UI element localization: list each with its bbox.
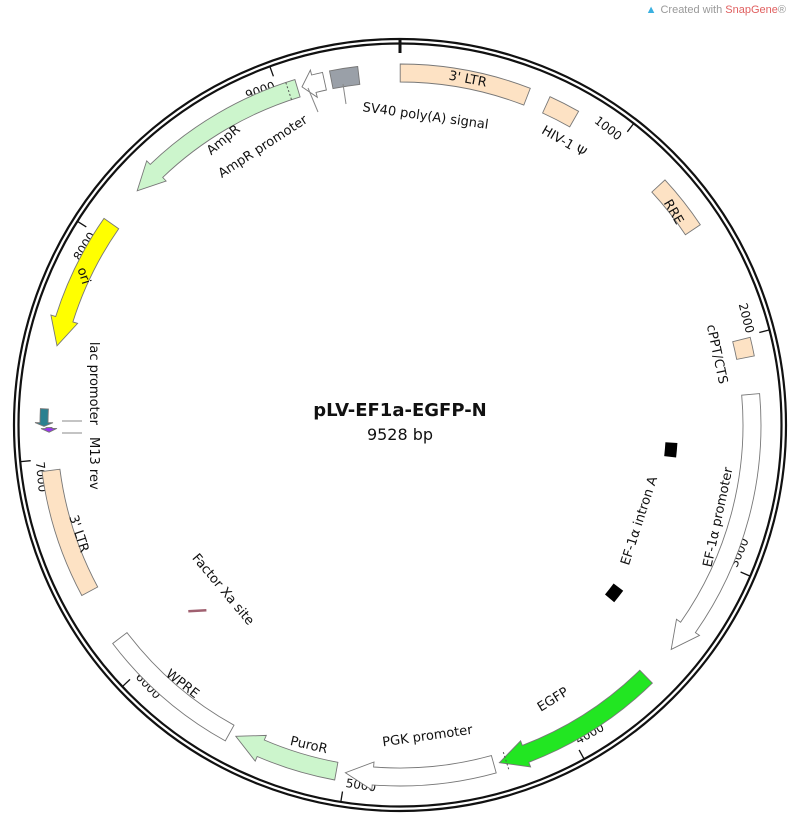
feature-egfp[interactable] (498, 669, 654, 768)
label-ori: ori (74, 266, 93, 287)
watermark-prefix: Created with (660, 4, 726, 16)
tick-mark (269, 66, 275, 77)
feature-factor-xa-site[interactable] (188, 609, 207, 613)
tick-label: 1000 (592, 113, 625, 143)
tick-mark (740, 571, 751, 577)
feature-cppt-cts[interactable] (732, 336, 755, 360)
tick-mark (340, 791, 344, 802)
tick-mark (626, 123, 634, 133)
feature-ori[interactable] (50, 217, 120, 347)
plasmid-size: 9528 bp (367, 425, 433, 444)
egfp-dotted-boundary (502, 751, 510, 770)
feature-m13-rev[interactable] (40, 427, 58, 433)
label-factor-xa-site: Factor Xa site (189, 551, 257, 628)
label-sv40-polya: SV40 poly(A) signal (362, 100, 490, 133)
feature-ampr-promoter[interactable] (301, 68, 327, 99)
backbone-outer-ring (12, 37, 788, 813)
feature-wpre[interactable] (112, 631, 235, 742)
sv40-leader-line (342, 83, 347, 105)
watermark-brand: SnapGene (725, 4, 778, 16)
label-pgk-promoter: PGK promoter (381, 723, 474, 751)
label-3-ltr-top: 3' LTR (447, 69, 488, 91)
snapgene-watermark: ▲ Created with SnapGene® (646, 4, 786, 16)
tick-mark (122, 678, 131, 687)
feature-ampr[interactable] (136, 79, 301, 192)
label-lac-promoter: lac promoter (86, 342, 101, 426)
ampr-promoter-leader-line (307, 87, 319, 113)
snapgene-logo-icon: ▲ (645, 4, 657, 16)
feature-hiv-1[interactable] (542, 96, 580, 128)
feature-rre[interactable] (651, 179, 701, 236)
ampr-dotted-boundary (285, 82, 292, 100)
feature-3-ltr[interactable] (399, 63, 531, 106)
feature-ef-1-promoter[interactable] (670, 393, 762, 651)
feature-lac-promoter[interactable] (34, 408, 54, 427)
feature-pgk-promoter[interactable] (344, 755, 497, 791)
feature-ef1a-intron-a-marker[interactable] (664, 442, 678, 458)
plasmid-name: pLV-EF1a-EGFP-N (313, 400, 486, 421)
tick-mark (77, 221, 87, 228)
watermark-suffix: ® (777, 4, 786, 16)
tick-mark (578, 749, 585, 760)
feature-sv40-poly-a-signal[interactable] (328, 66, 361, 90)
label-m13-rev: M13 rev (86, 437, 101, 490)
label-cppt-cts: cPPT/CTS (703, 323, 730, 385)
tick-mark (759, 329, 770, 334)
tick-label: 2000 (736, 302, 757, 335)
tick-mark (20, 460, 31, 463)
feature-3-ltr[interactable] (41, 468, 99, 597)
feature-puror[interactable] (234, 734, 339, 781)
label-egfp: EGFP (535, 685, 572, 716)
label-ef1a-intron-a: EF-1α intron A (618, 474, 661, 567)
feature-ef1a-intron-a-marker[interactable] (605, 583, 624, 603)
label-hiv-1-psi: HIV-1 Ψ (539, 123, 589, 161)
